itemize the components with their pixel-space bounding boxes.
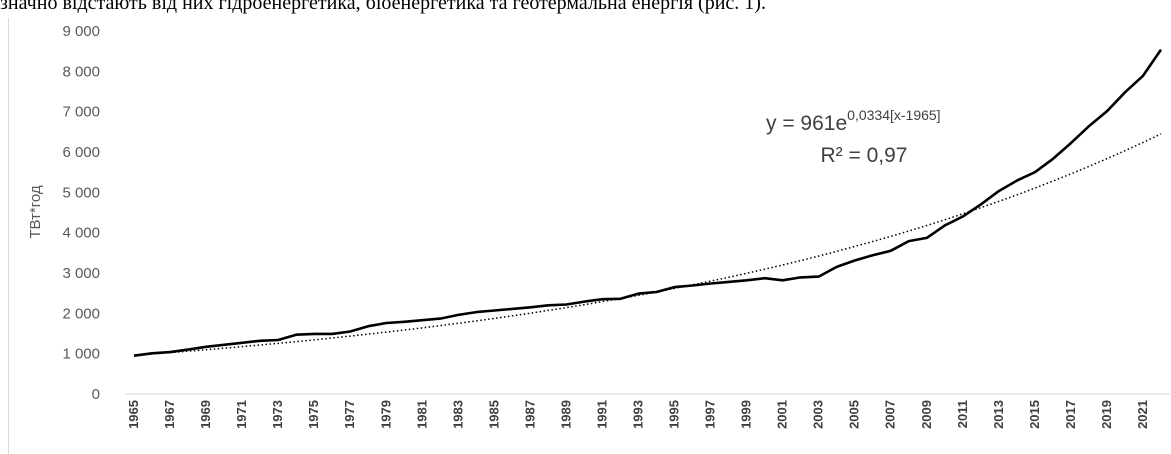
y-tick-label: 4 000 xyxy=(62,225,100,242)
x-tick-label: 1973 xyxy=(270,400,285,429)
trend-line xyxy=(133,133,1162,356)
y-tick-label: 5 000 xyxy=(62,184,100,201)
x-tick-label: 1975 xyxy=(306,400,321,429)
x-tick-label: 1965 xyxy=(126,400,141,429)
x-tick-label: 1981 xyxy=(414,400,429,429)
x-tick-label: 1999 xyxy=(739,400,754,429)
exponent: 0,0334[x-1965] xyxy=(847,107,940,123)
x-tick-label: 2005 xyxy=(847,400,862,429)
x-tick-label: 1983 xyxy=(450,400,465,429)
x-tick-label: 1991 xyxy=(594,400,609,429)
x-tick-label: 2015 xyxy=(1027,400,1042,429)
x-tick-label: 2013 xyxy=(991,400,1006,429)
x-tick-label: 1967 xyxy=(162,400,177,429)
y-tick-label: 6 000 xyxy=(62,144,100,161)
x-tick-label: 1977 xyxy=(342,400,357,429)
x-tick-label: 1979 xyxy=(378,400,393,429)
x-tick-label: 2021 xyxy=(1135,400,1150,429)
y-tick-label: 8 000 xyxy=(62,63,100,80)
equation: y = 961e xyxy=(766,112,847,135)
y-tick-label: 2 000 xyxy=(62,305,100,322)
x-tick-label: 2009 xyxy=(919,400,934,429)
y-tick-label: 0 xyxy=(92,386,100,403)
x-tick-label: 1989 xyxy=(558,400,573,429)
x-tick-label: 1995 xyxy=(667,400,682,429)
x-tick-label: 1969 xyxy=(198,400,213,429)
x-tick-label: 1985 xyxy=(486,400,501,429)
x-tick-label: 1993 xyxy=(630,400,645,429)
y-axis-title: ТВт*год xyxy=(27,185,44,239)
data-line xyxy=(133,48,1163,357)
x-tick-label: 2007 xyxy=(883,400,898,429)
y-tick-label: 3 000 xyxy=(62,265,100,282)
x-tick-label: 2017 xyxy=(1063,400,1078,429)
r-squared: R² = 0,97 xyxy=(821,144,908,167)
x-tick-label: 2001 xyxy=(775,400,790,429)
x-tick-label: 1987 xyxy=(522,400,537,429)
trend-equation: y = 961e0,0334[x-1965] xyxy=(766,107,941,135)
x-tick-label: 2003 xyxy=(811,400,826,429)
x-tick-label: 1971 xyxy=(234,400,249,429)
x-tick-label: 2011 xyxy=(955,400,970,428)
y-tick-label: 9 000 xyxy=(62,23,100,40)
x-tick-label: 2019 xyxy=(1099,400,1114,429)
y-tick-label: 7 000 xyxy=(62,104,100,121)
y-tick-label: 1 000 xyxy=(62,346,100,363)
caption: значно відстають від них гідроенергетика… xyxy=(0,0,766,14)
x-tick-label: 1997 xyxy=(703,400,718,429)
